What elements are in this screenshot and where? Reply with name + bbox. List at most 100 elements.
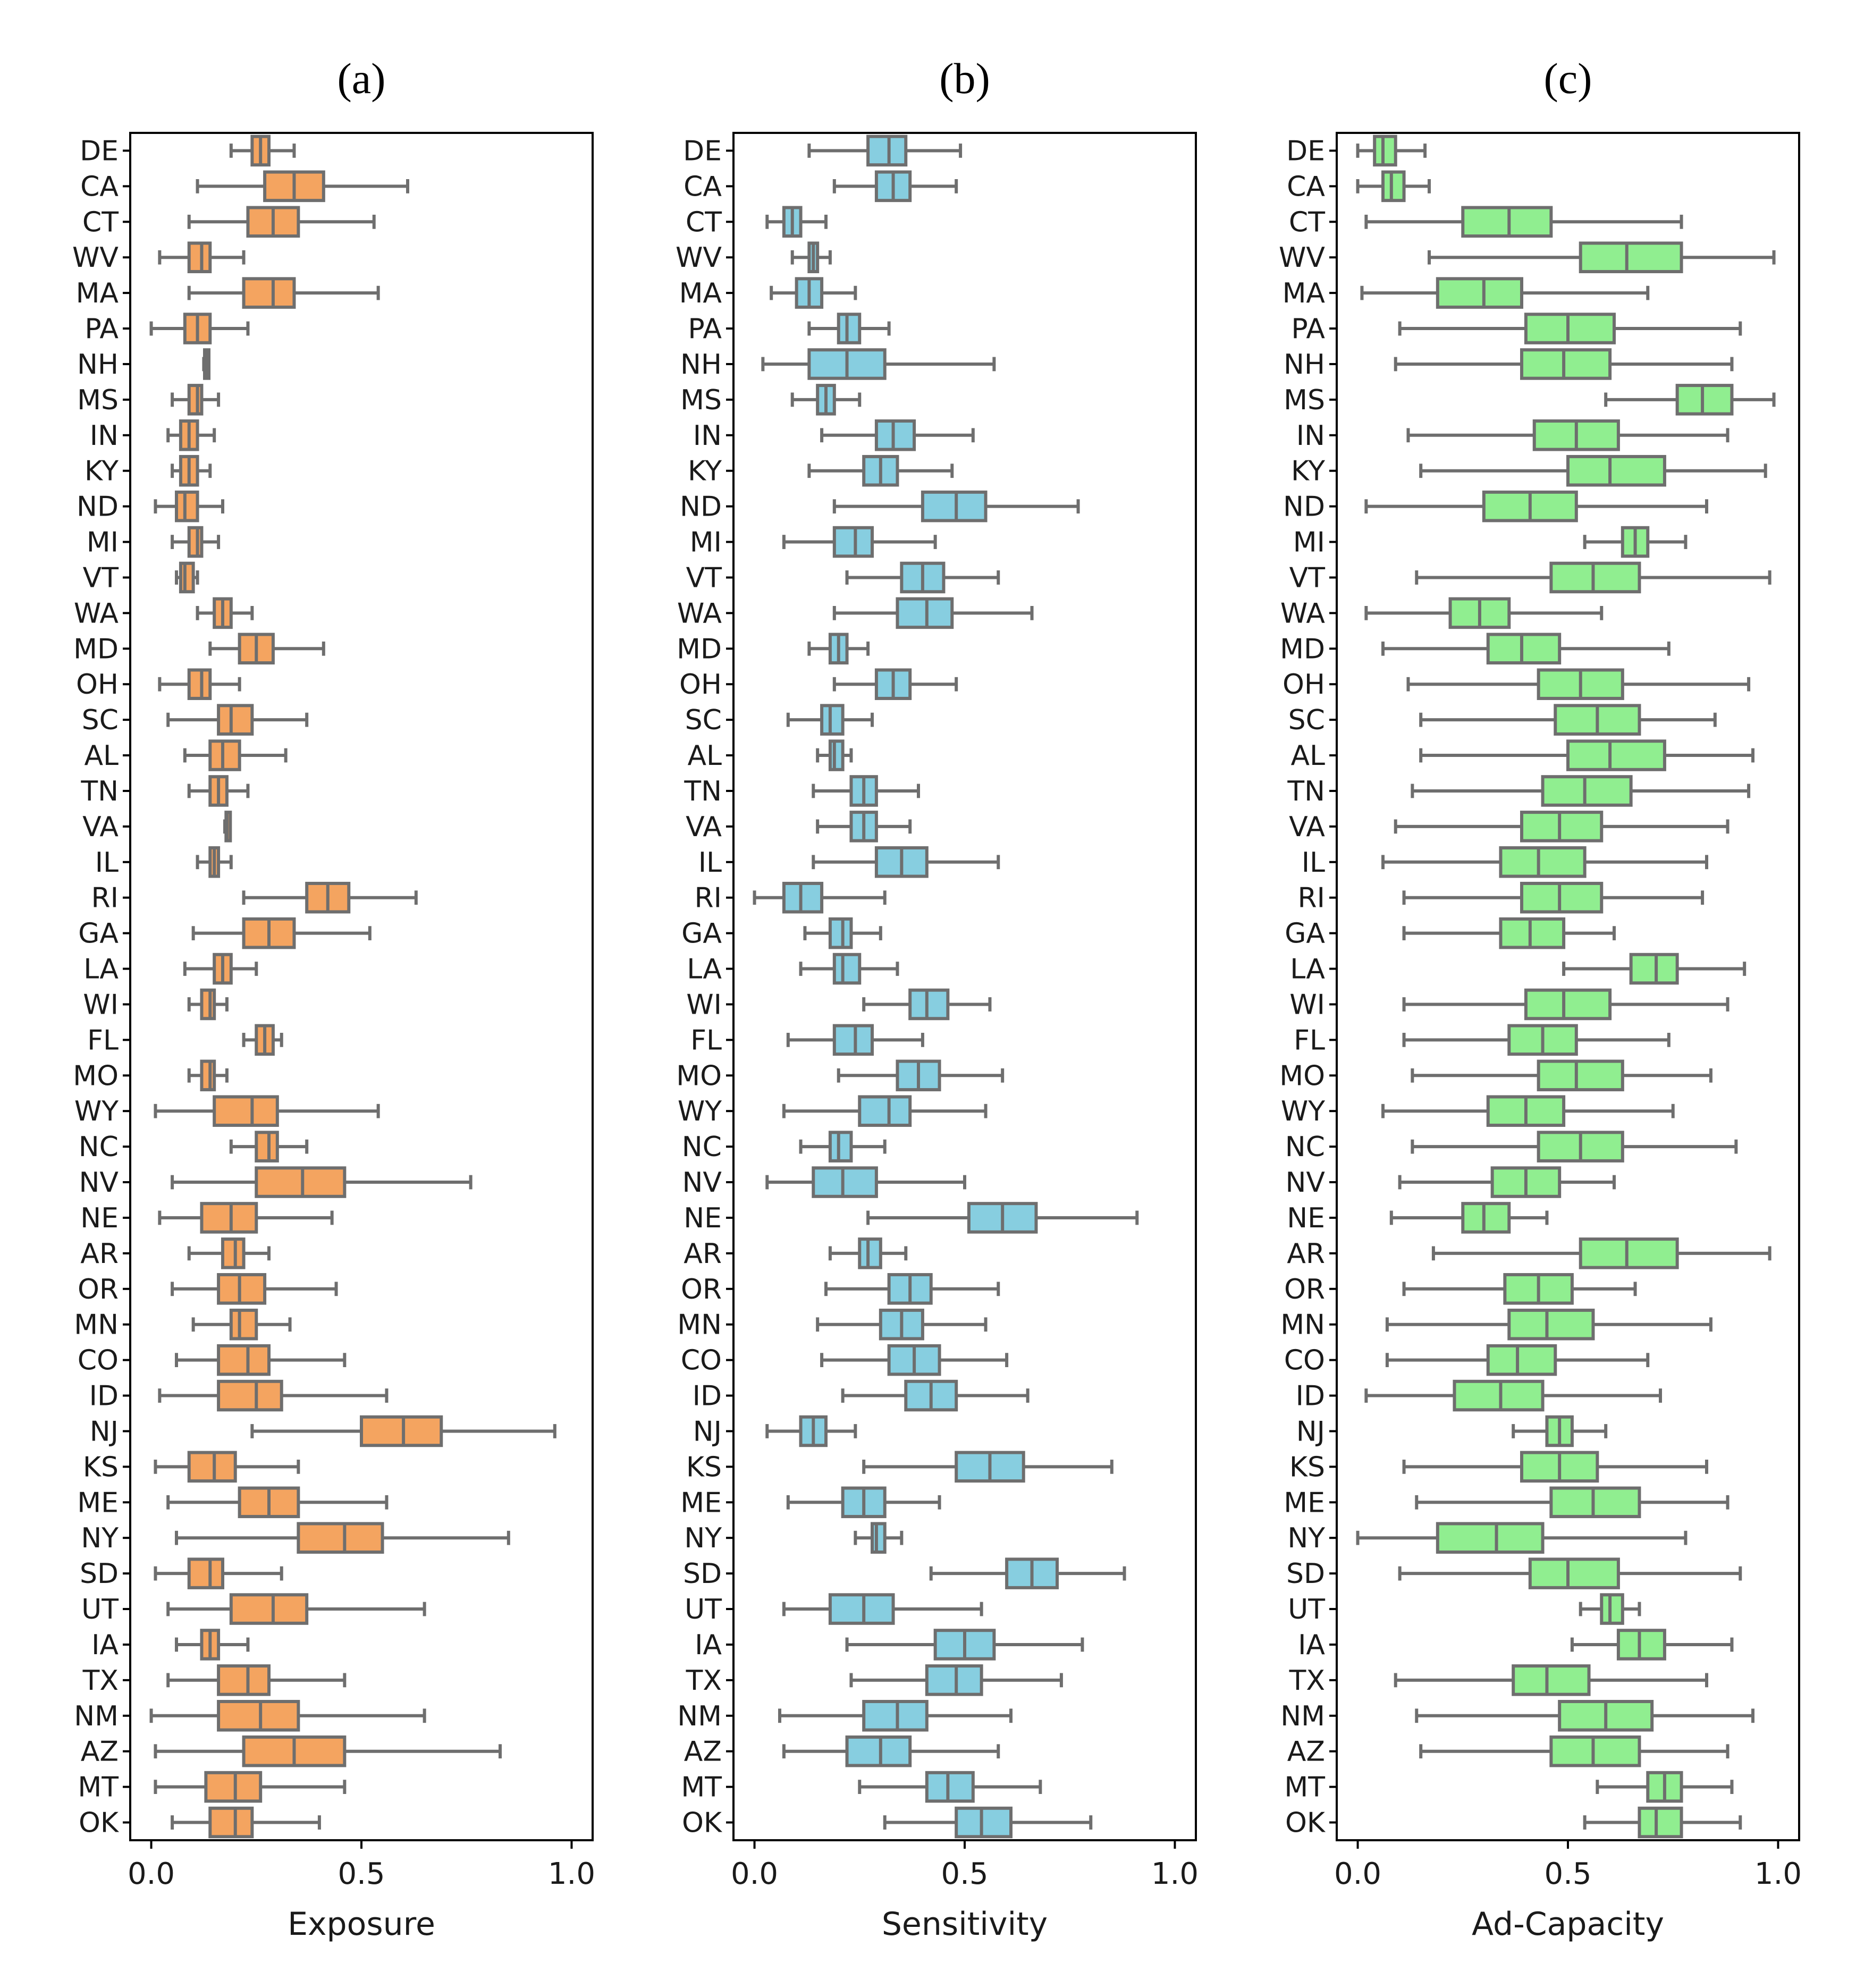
box-exposure-de <box>229 134 296 167</box>
y-tick-label-ad-capacity-vt: VT <box>1289 562 1326 594</box>
box-sensitivity-ms <box>790 384 862 416</box>
iqr-box <box>1549 1735 1641 1767</box>
y-tick-label-exposure-mi: MI <box>87 527 119 559</box>
box-exposure-la <box>183 953 258 985</box>
iqr-box <box>862 1700 929 1732</box>
iqr-box <box>255 1166 347 1198</box>
box-ad-capacity-ny <box>1356 1522 1688 1554</box>
y-tick-label-ad-capacity-sc: SC <box>1288 704 1325 736</box>
y-tick-label-ad-capacity-mi: MI <box>1293 527 1325 559</box>
x-tick-label-sensitivity-2: 1.0 <box>1151 1857 1199 1891</box>
y-tick-label-exposure-ny: NY <box>81 1522 119 1554</box>
iqr-box <box>1453 1379 1545 1412</box>
box-ad-capacity-tn <box>1411 775 1751 807</box>
y-tick-label-sensitivity-nd: ND <box>680 491 722 523</box>
iqr-box <box>925 1771 975 1803</box>
y-tick-label-ad-capacity-nh: NH <box>1284 349 1325 381</box>
box-sensitivity-ne <box>866 1202 1139 1234</box>
y-tick-label-ad-capacity-md: MD <box>1280 633 1325 665</box>
iqr-box <box>1541 775 1633 807</box>
y-tick-label-exposure-la: LA <box>83 954 119 985</box>
box-exposure-va <box>223 811 232 843</box>
x-tick-label-exposure-2: 1.0 <box>548 1857 595 1891</box>
y-tick-label-ad-capacity-co: CO <box>1284 1345 1325 1377</box>
iqr-box <box>1566 454 1666 487</box>
y-tick-label-exposure-ct: CT <box>82 206 119 238</box>
box-sensitivity-ri <box>753 881 887 914</box>
box-sensitivity-wv <box>790 241 832 273</box>
y-tick-label-ad-capacity-ne: NE <box>1287 1202 1325 1234</box>
iqr-box <box>200 1059 216 1092</box>
box-ad-capacity-nc <box>1411 1131 1738 1163</box>
y-tick-label-ad-capacity-ct: CT <box>1289 206 1325 238</box>
box-ad-capacity-va <box>1394 811 1730 843</box>
box-exposure-id <box>158 1379 389 1412</box>
box-sensitivity-nh <box>761 348 996 380</box>
y-tick-label-exposure-ut: UT <box>81 1594 119 1625</box>
box-sensitivity-ar <box>828 1237 908 1269</box>
box-exposure-ar <box>187 1237 271 1269</box>
box-ad-capacity-ct <box>1364 206 1683 238</box>
axes-frame <box>732 132 1197 1841</box>
y-tick-label-sensitivity-de: DE <box>683 135 722 167</box>
iqr-box <box>217 1700 300 1732</box>
iqr-box <box>908 988 950 1021</box>
box-sensitivity-mn <box>816 1308 988 1341</box>
y-tick-label-sensitivity-mo: MO <box>676 1060 722 1092</box>
panel-title-ad-capacity: (c) <box>1543 54 1592 103</box>
y-tick-label-sensitivity-ar: AR <box>684 1238 722 1270</box>
box-sensitivity-wa <box>832 597 1034 629</box>
y-tick-label-sensitivity-il: IL <box>698 847 722 879</box>
iqr-box <box>208 1806 254 1839</box>
y-tick-label-ad-capacity-de: DE <box>1286 135 1325 167</box>
y-tick-label-exposure-nj: NJ <box>90 1416 119 1447</box>
box-exposure-or <box>171 1273 338 1305</box>
box-sensitivity-mo <box>837 1059 1005 1092</box>
box-ad-capacity-il <box>1381 846 1708 878</box>
y-tick-label-ad-capacity-fl: FL <box>1294 1024 1325 1056</box>
y-tick-label-ad-capacity-sd: SD <box>1286 1558 1325 1590</box>
y-tick-label-ad-capacity-ut: UT <box>1288 1594 1325 1625</box>
box-ad-capacity-in <box>1406 419 1730 451</box>
box-ad-capacity-wa <box>1364 597 1604 629</box>
iqr-box <box>1436 277 1523 309</box>
y-tick-label-exposure-ma: MA <box>76 277 119 309</box>
box-ad-capacity-mt <box>1596 1771 1734 1803</box>
y-tick-label-ad-capacity-ny: NY <box>1287 1522 1325 1554</box>
iqr-box <box>179 561 195 594</box>
box-exposure-in <box>166 419 216 451</box>
box-ad-capacity-ca <box>1356 170 1431 203</box>
y-tick-label-sensitivity-la: LA <box>687 954 722 985</box>
y-tick-label-sensitivity-pa: PA <box>688 313 722 345</box>
y-tick-label-sensitivity-ky: KY <box>688 456 722 487</box>
y-tick-label-sensitivity-ut: UT <box>685 1594 722 1625</box>
iqr-box <box>1566 739 1666 771</box>
y-tick-label-sensitivity-id: ID <box>693 1380 722 1412</box>
iqr-box <box>955 1806 1013 1839</box>
y-tick-label-sensitivity-or: OR <box>681 1274 722 1305</box>
iqr-box <box>782 881 824 914</box>
y-tick-label-ad-capacity-wv: WV <box>1279 242 1325 274</box>
iqr-box <box>1486 633 1562 665</box>
y-tick-label-ad-capacity-mo: MO <box>1279 1060 1325 1092</box>
y-tick-label-sensitivity-fl: FL <box>690 1024 722 1056</box>
iqr-box <box>866 134 908 167</box>
box-ad-capacity-ar <box>1431 1237 1771 1269</box>
iqr-box <box>187 384 204 416</box>
x-tick-label-sensitivity-0: 0.0 <box>731 1857 778 1891</box>
y-tick-label-ad-capacity-nd: ND <box>1283 491 1325 523</box>
iqr-box <box>858 1095 912 1127</box>
box-exposure-ks <box>154 1451 300 1483</box>
box-sensitivity-de <box>807 134 963 167</box>
y-tick-label-exposure-mn: MN <box>74 1309 119 1341</box>
y-tick-label-exposure-az: AZ <box>81 1736 119 1768</box>
y-tick-label-sensitivity-co: CO <box>681 1345 722 1377</box>
box-sensitivity-pa <box>807 313 891 344</box>
y-tick-label-ad-capacity-az: AZ <box>1287 1736 1325 1768</box>
box-sensitivity-wi <box>862 988 992 1021</box>
y-tick-label-sensitivity-nh: NH <box>680 349 722 381</box>
box-ad-capacity-sc <box>1419 704 1717 736</box>
box-ad-capacity-de <box>1356 134 1427 167</box>
box-sensitivity-az <box>782 1735 1000 1767</box>
iqr-box <box>200 988 216 1021</box>
